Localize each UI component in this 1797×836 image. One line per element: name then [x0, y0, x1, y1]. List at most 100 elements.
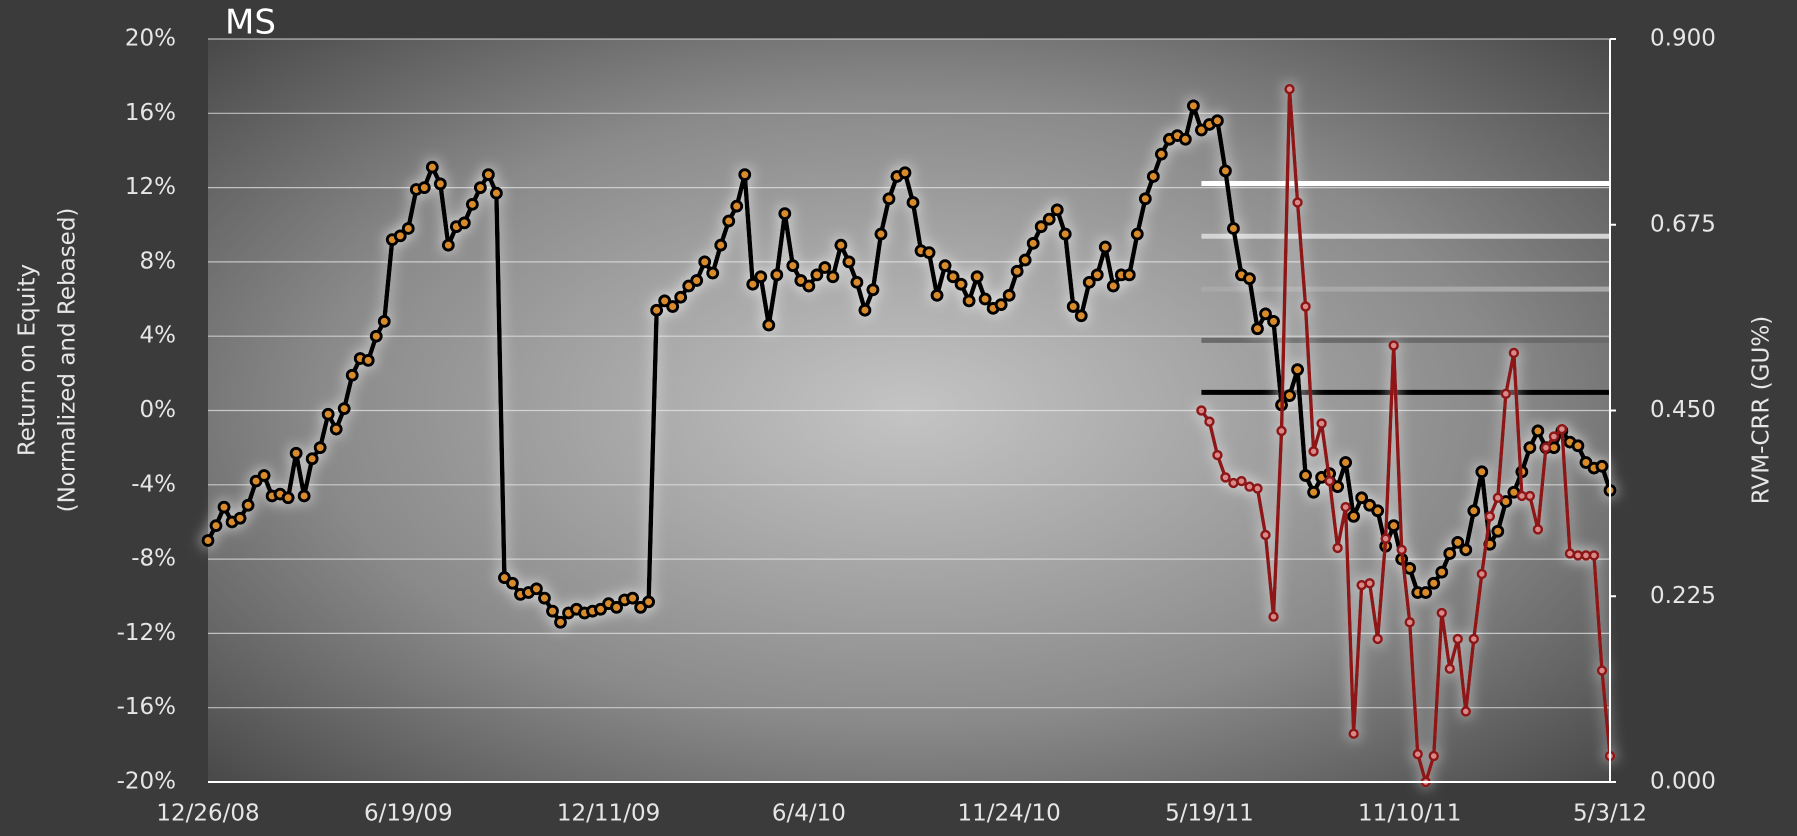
- marker: [1444, 663, 1456, 674]
- marker: [1548, 431, 1560, 442]
- y-tick-label: -16%: [117, 694, 176, 720]
- marker: [1460, 706, 1472, 717]
- marker: [1210, 114, 1224, 128]
- marker: [1252, 483, 1263, 494]
- marker: [730, 199, 744, 213]
- marker: [1138, 192, 1152, 206]
- marker: [1066, 299, 1080, 313]
- x-tick-label: 12/26/08: [156, 801, 259, 827]
- marker: [1196, 405, 1207, 416]
- marker: [970, 270, 984, 284]
- marker: [529, 582, 543, 596]
- marker: [281, 491, 295, 505]
- marker: [834, 238, 848, 252]
- marker: [1226, 221, 1240, 235]
- marker: [401, 221, 415, 235]
- marker: [545, 604, 559, 618]
- marker: [1540, 442, 1552, 453]
- marker: [1090, 268, 1104, 282]
- marker: [642, 595, 656, 609]
- marker: [1082, 275, 1096, 289]
- marker: [1380, 533, 1391, 544]
- marker: [1154, 147, 1168, 161]
- marker: [201, 534, 215, 548]
- marker: [1475, 465, 1489, 479]
- marker: [361, 353, 375, 367]
- marker: [1050, 203, 1064, 217]
- marker: [874, 227, 888, 241]
- marker: [722, 214, 736, 228]
- marker: [393, 229, 407, 243]
- marker: [1476, 568, 1488, 580]
- marker: [1387, 519, 1401, 533]
- marker: [922, 246, 936, 260]
- marker: [1228, 477, 1239, 489]
- marker: [554, 615, 568, 629]
- marker: [1467, 504, 1481, 518]
- marker: [946, 270, 960, 284]
- marker: [537, 591, 551, 605]
- marker: [337, 402, 351, 416]
- x-tick-label: 11/10/11: [1358, 801, 1461, 827]
- y2-axis-label: RVM-CRR (GU%): [1749, 316, 1775, 504]
- marker: [1058, 227, 1072, 241]
- marker: [241, 498, 255, 512]
- x-tick-label: 5/3/12: [1573, 801, 1647, 827]
- marker: [650, 303, 664, 317]
- marker: [1459, 543, 1473, 557]
- marker: [1340, 501, 1351, 513]
- marker: [786, 259, 800, 273]
- marker: [762, 318, 776, 332]
- marker: [674, 290, 688, 304]
- marker: [1372, 633, 1383, 645]
- y-tick-label: 20%: [125, 26, 176, 52]
- marker: [1332, 542, 1343, 554]
- marker: [473, 181, 487, 195]
- marker: [706, 266, 720, 280]
- y2-tick-label: 0.000: [1650, 769, 1716, 795]
- axes: -20% -16% -12% -8% -4% 0% 4% 8% 12% 16% 20% 0.000 0.…: [117, 26, 1716, 827]
- marker: [345, 368, 359, 382]
- y-tick-label: 12%: [125, 174, 176, 200]
- marker: [1244, 481, 1255, 492]
- marker: [1388, 340, 1399, 351]
- x-tick-label: 6/19/09: [364, 801, 453, 827]
- marker: [1412, 748, 1423, 760]
- marker: [882, 192, 896, 206]
- marker: [1364, 577, 1375, 589]
- marker: [1347, 509, 1361, 523]
- marker: [666, 299, 680, 313]
- marker: [481, 168, 495, 182]
- marker: [417, 181, 431, 195]
- marker: [1595, 459, 1609, 473]
- x-tick-label: 5/19/11: [1165, 801, 1254, 827]
- y-tick-label: 16%: [125, 100, 176, 126]
- marker: [978, 292, 992, 306]
- marker: [1292, 197, 1303, 208]
- marker: [257, 469, 271, 483]
- marker: [1491, 524, 1505, 538]
- marker: [1130, 227, 1144, 241]
- marker: [441, 238, 455, 252]
- marker: [1236, 475, 1247, 487]
- marker: [1316, 418, 1327, 429]
- marker: [1492, 492, 1504, 504]
- marker: [1355, 491, 1369, 505]
- marker: [1250, 322, 1264, 336]
- marker: [313, 441, 327, 455]
- marker: [826, 270, 840, 284]
- marker: [289, 446, 303, 460]
- marker: [1186, 99, 1200, 113]
- marker: [1218, 164, 1232, 178]
- marker: [1122, 268, 1136, 282]
- marker: [810, 268, 824, 282]
- marker: [1524, 490, 1536, 502]
- marker: [209, 519, 223, 533]
- marker: [369, 329, 383, 343]
- marker: [1283, 389, 1297, 403]
- y2-tick-label: 0.450: [1650, 397, 1716, 423]
- marker: [1204, 416, 1215, 427]
- marker: [1564, 548, 1576, 559]
- marker: [1556, 423, 1568, 435]
- y-axis-label: Return on Equity: [15, 264, 41, 456]
